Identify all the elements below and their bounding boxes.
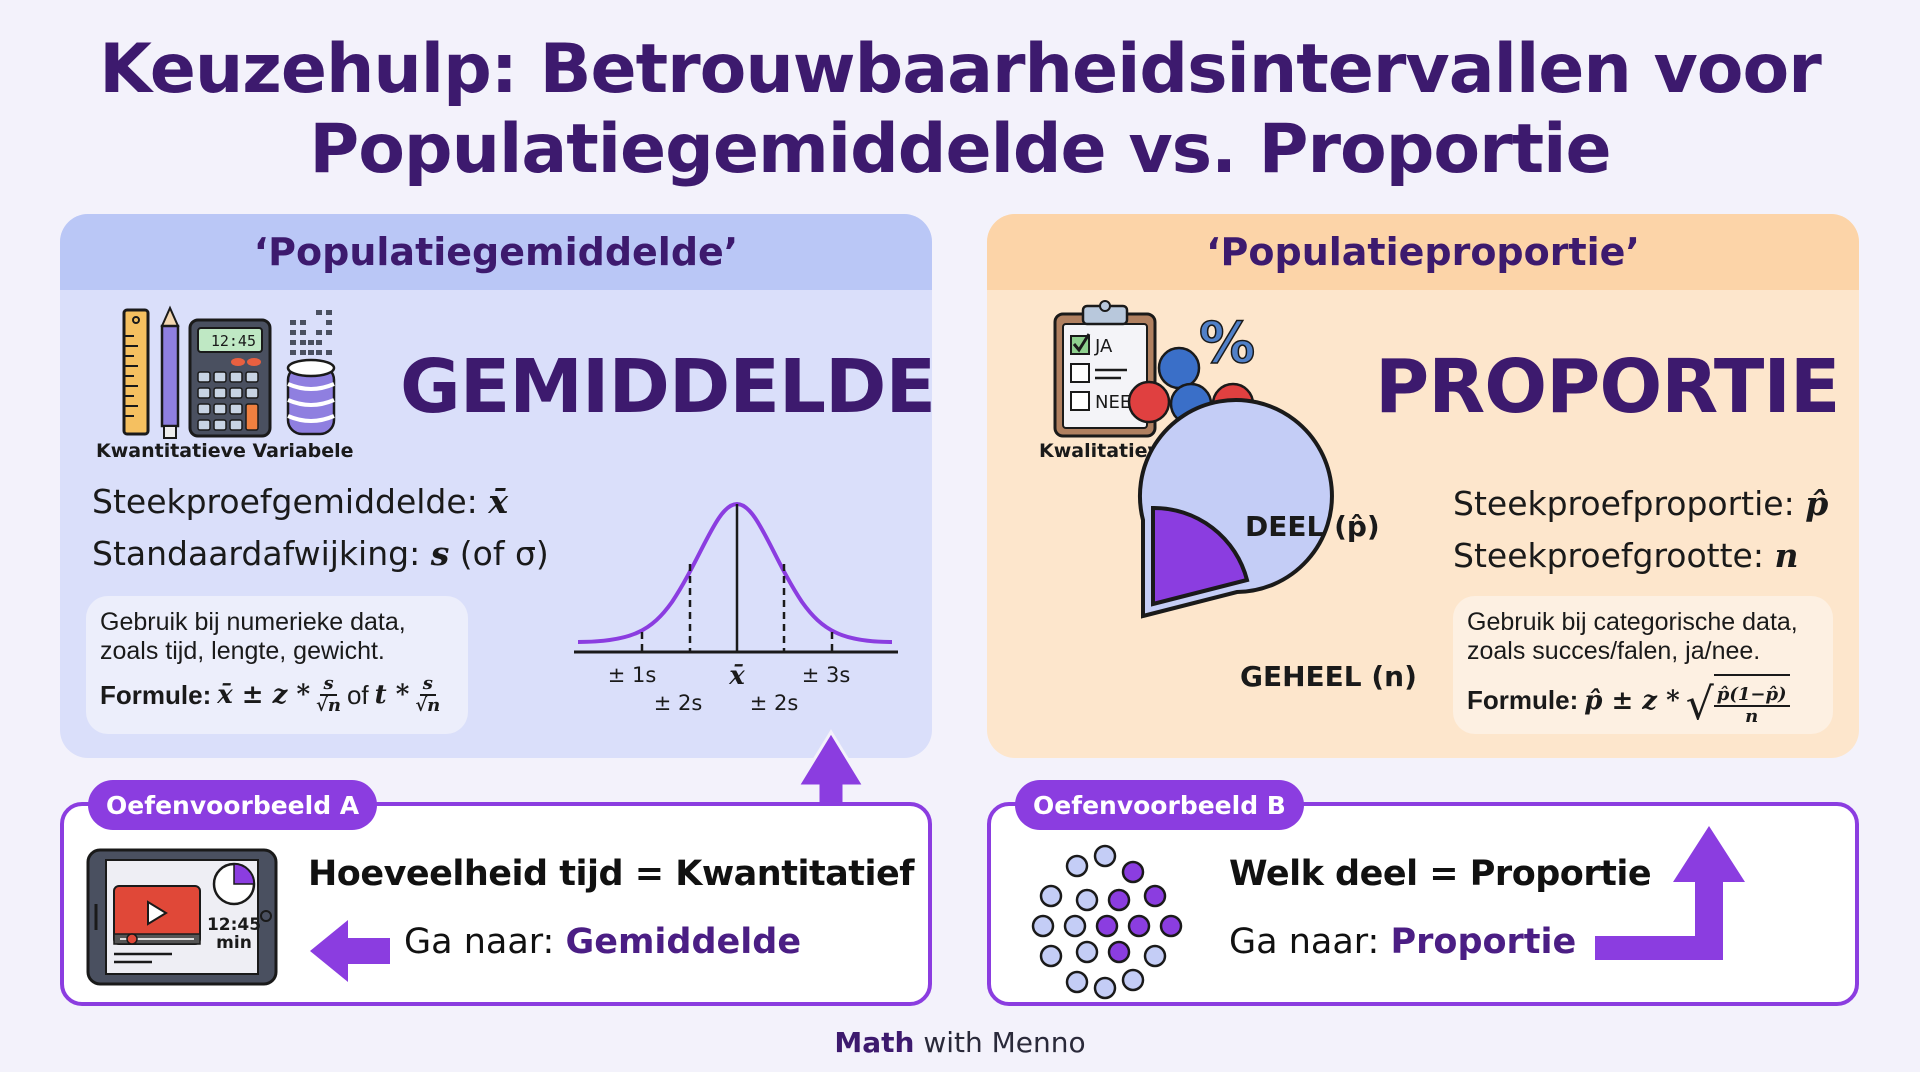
title-line-1: Keuzehulp: Betrouwbaarheidsintervallen v… [99,30,1822,109]
quantitative-variable-label: Kwantitatieve Variabele [96,440,354,462]
example-b-tag: Oefenvoorbeeld B [1015,780,1304,830]
svg-text:12:45: 12:45 [211,332,256,350]
mean-panel-header: ‘Populatiegemiddelde’ [60,214,932,290]
label-2s-left: ± 2s [654,691,703,715]
dot-cluster-icon [1031,844,1183,1000]
s-symbol: s [430,534,450,573]
mean-usage-line-2: zoals tijd, lengte, gewicht. [100,637,385,665]
proportion-usage-line-2: zoals succes/falen, ja/nee. [1467,637,1761,665]
svg-text:NEE: NEE [1095,392,1131,413]
label-3s: ± 3s [802,663,851,687]
label-1s: ± 1s [608,663,657,687]
std-dev-line: Standaardafwijking: s (of σ) [92,534,549,573]
sqrt-expression: √ p̂(1−p̂) n [1686,674,1790,727]
mean-usage-line-1: Gebruik bij numerieke data, [100,608,406,636]
brand-rest: with Menno [914,1026,1086,1059]
pie-whole-label: GEHEEL (n) [1240,660,1417,693]
example-a-goto: Ga naar: Gemiddelde [404,922,802,962]
mean-panel: ‘Populatiegemiddelde’ 12:45 [60,214,932,758]
s-over-root-n: s √n [415,673,441,716]
n-symbol: n [1774,536,1799,575]
proportion-panel: ‘Populatieproportie’ JA NEE % Kwalitatie… [987,214,1859,758]
label-mean: x̄ [728,661,745,691]
example-a-tag: Oefenvoorbeeld A [88,780,378,830]
goto-mean-link[interactable]: Gemiddelde [565,922,802,962]
qualitative-clipboard-icon: JA NEE % [1053,300,1256,438]
svg-text:%: % [1199,311,1255,376]
label-2s-right: ± 2s [750,691,799,715]
mean-keyword: GEMIDDELDE [400,344,932,430]
arrow-left-icon [310,920,390,982]
practice-example-b: Oefenvoorbeeld B Welk deel = Proportie G… [987,780,1859,1006]
proportion-panel-header: ‘Populatieproportie’ [987,214,1859,290]
proportion-formula: Formule: p̂ ± z * √ p̂(1−p̂) n [1467,674,1819,727]
proportion-keyword: PROPORTIE [1375,344,1840,430]
arrow-bent-up-icon [1595,826,1745,960]
goto-proportion-link[interactable]: Proportie [1390,922,1577,962]
example-b-statement: Welk deel = Proportie [1229,854,1652,894]
proportion-usage-line-1: Gebruik bij categorische data, [1467,608,1798,636]
x-bar-symbol: x̄ [488,482,508,521]
sample-size-line: Steekproefgrootte: n [1453,536,1799,575]
practice-example-a: Oefenvoorbeeld A 12:45 min Hoeveelheid t… [60,780,932,1006]
tablet-video-timer-icon: 12:45 min [86,848,278,986]
brand-math: Math [834,1026,915,1059]
example-b-goto: Ga naar: Proportie [1229,922,1577,962]
svg-text:min: min [216,933,252,953]
page-title: Keuzehulp: Betrouwbaarheidsintervallen v… [0,30,1920,190]
sample-proportion-line: Steekproefproportie: p̂ [1453,484,1829,523]
mean-usage-box: Gebruik bij numerieke data, zoals tijd, … [86,596,468,734]
svg-text:JA: JA [1094,336,1113,357]
footer-brand: Math with Menno [0,1026,1920,1059]
part-whole-pie-chart [1137,398,1334,619]
mean-formula: Formule: x̄ ± z * s √n of t * s √n [100,673,441,716]
example-a-statement: Hoeveelheid tijd = Kwantitatief [308,854,915,894]
s-over-root-n: s √n [316,673,341,716]
sample-mean-line: Steekproefgemiddelde: x̄ [92,482,508,521]
pie-part-label: DEEL (p̂) [1245,510,1380,543]
p-hat-symbol: p̂ [1805,484,1829,523]
title-line-2: Populatiegemiddelde vs. Proportie [309,110,1611,189]
normal-distribution-curve: ± 1s ± 2s x̄ ± 2s ± 3s [574,501,898,715]
proportion-usage-box: Gebruik bij categorische data, zoals suc… [1453,596,1833,734]
svg-text:12:45: 12:45 [207,915,261,935]
quantitative-tools-icon: 12:45 [122,305,336,439]
